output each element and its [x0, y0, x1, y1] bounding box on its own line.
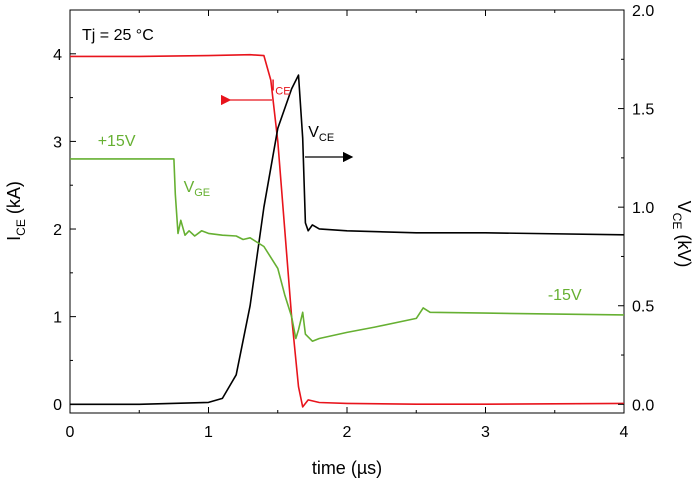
y-left-tick-label: 3: [53, 134, 62, 151]
vge-label-main: V: [184, 179, 195, 196]
y-right-tick-label: 1.5: [632, 102, 654, 119]
series-line-vge: [70, 158, 625, 343]
y-axis-label-left: ICE (kA): [4, 181, 28, 241]
x-tick-label: 1: [204, 424, 213, 441]
x-tick-label: 4: [620, 424, 629, 441]
vge-label-sub: GE: [194, 187, 210, 199]
series-line-vce: [70, 74, 625, 406]
x-tick-label: 3: [481, 424, 490, 441]
vce-label: VCE: [308, 124, 334, 144]
y-right-sub: CE: [670, 213, 684, 230]
ice-label-sub: CE: [275, 86, 290, 98]
y-right-unit: (kV): [674, 229, 694, 267]
y-left-sub: CE: [14, 219, 28, 236]
y-right-main: V: [674, 201, 694, 213]
x-tick-label: 0: [66, 424, 75, 441]
x-axis-label: time (µs): [312, 458, 382, 478]
vce-label-sub: CE: [319, 132, 334, 144]
vce-label-main: V: [308, 124, 319, 141]
y-left-main: I: [4, 236, 24, 241]
ice-label-main: I: [271, 78, 275, 95]
y-left-unit: (kA): [4, 181, 24, 219]
plot-frame: [69, 9, 625, 414]
vge-high-label: +15V: [98, 133, 136, 150]
x-tick-label: 2: [343, 424, 352, 441]
y-right-tick-label: 1.0: [632, 200, 654, 217]
y-left-tick-label: 2: [53, 222, 62, 239]
y-right-tick-label: 2.0: [632, 3, 654, 20]
series-layer: [70, 53, 625, 408]
ice-label: ICE: [271, 78, 291, 98]
vge-low-label: -15V: [548, 287, 582, 304]
y-right-tick-label: 0.5: [632, 299, 654, 316]
y-right-tick-label: 0.0: [632, 397, 654, 414]
y-axis-label-right: VCE (kV): [670, 201, 694, 268]
y-left-tick-label: 0: [53, 397, 62, 414]
temperature-annotation: Tj = 25 °C: [82, 27, 154, 44]
y-left-tick-label: 4: [53, 47, 62, 64]
y-left-tick-label: 1: [53, 310, 62, 327]
vge-label: VGE: [184, 179, 211, 199]
